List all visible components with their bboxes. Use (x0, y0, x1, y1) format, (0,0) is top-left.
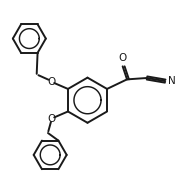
Text: O: O (47, 77, 56, 87)
Text: N: N (168, 76, 176, 86)
Text: O: O (119, 53, 127, 63)
Text: O: O (47, 114, 56, 124)
